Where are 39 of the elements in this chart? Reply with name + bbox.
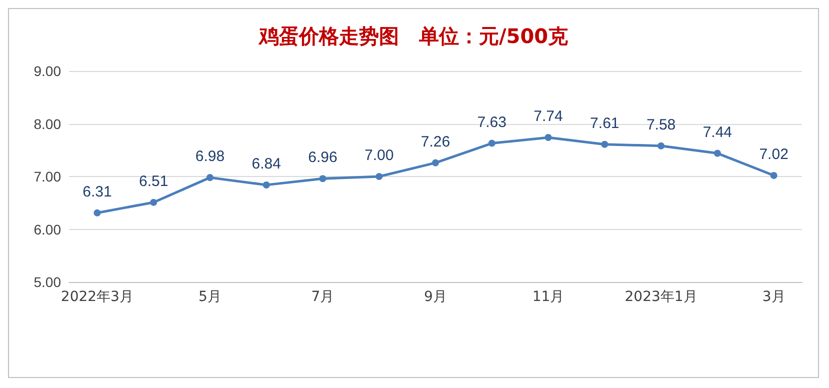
data-label: 7.61 — [590, 114, 620, 132]
point — [432, 159, 439, 166]
x-tick-label: 11月 — [532, 289, 564, 305]
data-label: 7.02 — [759, 146, 788, 163]
point — [601, 140, 608, 148]
y-tick-label: 8.00 — [34, 116, 62, 132]
y-tick-label: 6.00 — [34, 221, 62, 238]
point — [206, 174, 214, 182]
point — [544, 134, 552, 141]
x-tick-label: 2022年3月 — [60, 289, 134, 305]
data-label: 6.98 — [195, 148, 225, 166]
y-tick-label: 5.00 — [34, 274, 62, 290]
x-tick-label: 3月 — [762, 289, 786, 305]
chart-title: 鸡蛋价格走势图 单位：元/500克 — [258, 24, 568, 48]
point — [150, 198, 158, 206]
data-label: 6.96 — [308, 149, 338, 166]
data-label: 7.74 — [534, 108, 563, 125]
x-tick-label: 7月 — [311, 289, 334, 305]
data-label: 6.31 — [82, 183, 112, 200]
point — [94, 209, 101, 216]
data-label: 7.58 — [646, 116, 676, 134]
data-label: 7.44 — [702, 124, 732, 141]
data-label: 7.00 — [364, 147, 394, 164]
point — [658, 142, 665, 150]
x-tick-label: 5月 — [198, 289, 222, 305]
point — [376, 173, 383, 180]
point — [770, 172, 778, 179]
x-tick-label: 2023年1月 — [624, 289, 698, 305]
y-tick-label: 9.00 — [34, 63, 62, 79]
x-tick-label: 9月 — [424, 289, 447, 305]
data-label: 6.84 — [252, 155, 281, 172]
y-tick-label: 7.00 — [34, 168, 62, 184]
point — [714, 150, 721, 157]
point — [262, 181, 270, 188]
point — [319, 175, 326, 182]
data-label: 6.51 — [138, 172, 168, 190]
data-label: 7.63 — [477, 114, 506, 131]
data-label: 7.26 — [420, 133, 450, 150]
point — [488, 140, 496, 147]
